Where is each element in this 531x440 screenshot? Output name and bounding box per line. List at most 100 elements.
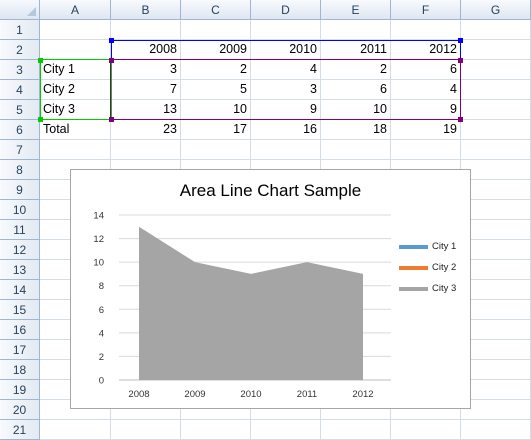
- cell-d2[interactable]: 2010: [251, 40, 321, 60]
- cell-d4[interactable]: 3: [251, 80, 321, 100]
- cell-c6[interactable]: 17: [181, 120, 251, 140]
- cell-g2[interactable]: [461, 40, 531, 60]
- row-header-9[interactable]: 9: [0, 180, 40, 200]
- cell-f20[interactable]: [391, 400, 461, 420]
- cell-d21[interactable]: [251, 420, 321, 440]
- cell-f2[interactable]: 2012: [391, 40, 461, 60]
- cell-f4[interactable]: 4: [391, 80, 461, 100]
- row-header-2[interactable]: 2: [0, 40, 40, 60]
- row-header-14[interactable]: 14: [0, 280, 40, 300]
- cell-e5[interactable]: 10: [321, 100, 391, 120]
- cell-e1[interactable]: [321, 20, 391, 40]
- row-header-7[interactable]: 7: [0, 140, 40, 160]
- cell-g3[interactable]: [461, 60, 531, 80]
- row-header-3[interactable]: 3: [0, 60, 40, 80]
- cell-d6[interactable]: 16: [251, 120, 321, 140]
- cell-e20[interactable]: [321, 400, 391, 420]
- row-header-16[interactable]: 16: [0, 320, 40, 340]
- row-header-17[interactable]: 17: [0, 340, 40, 360]
- cell-g4[interactable]: [461, 80, 531, 100]
- cell-a2[interactable]: [40, 40, 111, 60]
- row-header-8[interactable]: 8: [0, 160, 40, 180]
- cell-b1[interactable]: [111, 20, 181, 40]
- cell-d20[interactable]: [251, 400, 321, 420]
- cell-b2[interactable]: 2008: [111, 40, 181, 60]
- cell-e4[interactable]: 6: [321, 80, 391, 100]
- cell-c4[interactable]: 5: [181, 80, 251, 100]
- range-handle-top-left[interactable]: [109, 38, 114, 43]
- area-chart[interactable]: Area Line Chart Sample 0 2 4 6 8 10 12 14 2008 20…: [70, 169, 471, 409]
- range-handle-label-bottom[interactable]: [38, 117, 43, 122]
- range-handle-data-tr[interactable]: [458, 58, 463, 63]
- column-header-a[interactable]: A: [40, 0, 111, 20]
- row-header-1[interactable]: 1: [0, 20, 40, 40]
- column-header-f[interactable]: F: [391, 0, 461, 20]
- row-header-13[interactable]: 13: [0, 260, 40, 280]
- cell-g5[interactable]: [461, 100, 531, 120]
- cell-d5[interactable]: 9: [251, 100, 321, 120]
- cell-a21[interactable]: [40, 420, 111, 440]
- column-header-c[interactable]: C: [181, 0, 251, 20]
- cell-g7[interactable]: [461, 140, 531, 160]
- cell-e6[interactable]: 18: [321, 120, 391, 140]
- cell-b21[interactable]: [111, 420, 181, 440]
- cell-c7[interactable]: [181, 140, 251, 160]
- column-header-g[interactable]: G: [461, 0, 531, 20]
- cell-b5[interactable]: 13: [111, 100, 181, 120]
- cell-a4[interactable]: City 2: [40, 80, 111, 100]
- cell-d1[interactable]: [251, 20, 321, 40]
- row-header-6[interactable]: 6: [0, 120, 40, 140]
- cell-a20[interactable]: [40, 400, 111, 420]
- cell-c20[interactable]: [181, 400, 251, 420]
- cell-e2[interactable]: 2011: [321, 40, 391, 60]
- range-handle-data-bl[interactable]: [109, 117, 114, 122]
- cell-a1[interactable]: [40, 20, 111, 40]
- range-handle-top-right[interactable]: [458, 38, 463, 43]
- cell-f6[interactable]: 19: [391, 120, 461, 140]
- column-header-d[interactable]: D: [251, 0, 321, 20]
- cell-g21[interactable]: [461, 420, 531, 440]
- cell-a7[interactable]: [40, 140, 111, 160]
- cell-d3[interactable]: 4: [251, 60, 321, 80]
- cell-c3[interactable]: 2: [181, 60, 251, 80]
- range-handle-data-br[interactable]: [458, 117, 463, 122]
- cell-b4[interactable]: 7: [111, 80, 181, 100]
- cell-e3[interactable]: 2: [321, 60, 391, 80]
- row-header-21[interactable]: 21: [0, 420, 40, 440]
- cell-c2[interactable]: 2009: [181, 40, 251, 60]
- cell-e21[interactable]: [321, 420, 391, 440]
- row-header-4[interactable]: 4: [0, 80, 40, 100]
- cell-d7[interactable]: [251, 140, 321, 160]
- cell-c21[interactable]: [181, 420, 251, 440]
- row-header-15[interactable]: 15: [0, 300, 40, 320]
- cell-f1[interactable]: [391, 20, 461, 40]
- cell-f5[interactable]: 9: [391, 100, 461, 120]
- cell-b6[interactable]: 23: [111, 120, 181, 140]
- cell-f3[interactable]: 6: [391, 60, 461, 80]
- row-header-5[interactable]: 5: [0, 100, 40, 120]
- cell-c5[interactable]: 10: [181, 100, 251, 120]
- range-handle-data-tl[interactable]: [109, 58, 114, 63]
- cell-a5[interactable]: City 3: [40, 100, 111, 120]
- row-header-11[interactable]: 11: [0, 220, 40, 240]
- cell-b20[interactable]: [111, 400, 181, 420]
- cell-g1[interactable]: [461, 20, 531, 40]
- range-handle-label-top[interactable]: [38, 58, 43, 63]
- cell-c1[interactable]: [181, 20, 251, 40]
- row-header-19[interactable]: 19: [0, 380, 40, 400]
- cell-b7[interactable]: [111, 140, 181, 160]
- cell-a3[interactable]: City 1: [40, 60, 111, 80]
- cell-a6[interactable]: Total: [40, 120, 111, 140]
- row-header-12[interactable]: 12: [0, 240, 40, 260]
- column-header-e[interactable]: E: [321, 0, 391, 20]
- cell-f7[interactable]: [391, 140, 461, 160]
- cell-e7[interactable]: [321, 140, 391, 160]
- cell-g6[interactable]: [461, 120, 531, 140]
- select-all-corner[interactable]: [0, 0, 40, 20]
- cell-f21[interactable]: [391, 420, 461, 440]
- row-header-10[interactable]: 10: [0, 200, 40, 220]
- cell-b3[interactable]: 3: [111, 60, 181, 80]
- row-header-20[interactable]: 20: [0, 400, 40, 420]
- column-header-b[interactable]: B: [111, 0, 181, 20]
- row-header-18[interactable]: 18: [0, 360, 40, 380]
